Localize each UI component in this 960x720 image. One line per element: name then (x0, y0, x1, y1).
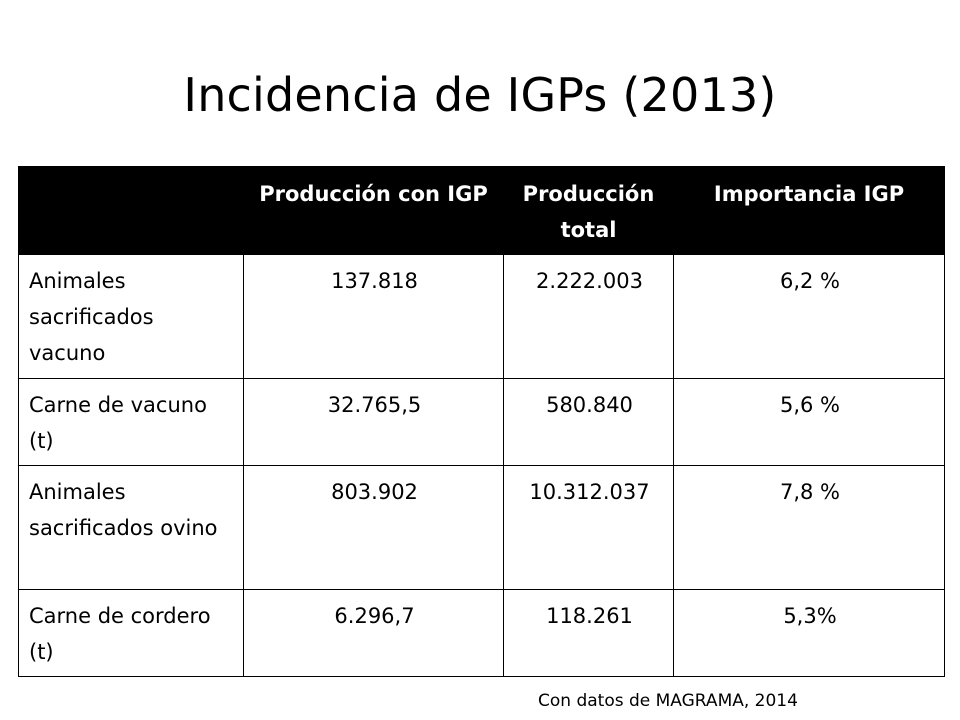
produccion-total-cell: 118.261 (503, 589, 674, 677)
table-row: Carne de vacuno (t) 32.765,5 580.840 5,6… (18, 378, 945, 466)
row-label: Animales sacrificados ovino (18, 465, 244, 590)
header-empty (18, 166, 244, 255)
produccion-total-cell: 10.312.037 (503, 465, 674, 590)
produccion-igp-cell: 6.296,7 (243, 589, 504, 677)
row-label: Animales sacrificados vacuno (18, 254, 244, 379)
table-row: Animales sacrificados ovino 803.902 10.3… (18, 465, 945, 590)
importancia-igp-cell: 5,3% (673, 589, 945, 677)
produccion-total-cell: 580.840 (503, 378, 674, 466)
header-importancia-igp: Importancia IGP (673, 166, 945, 255)
row-label: Carne de vacuno (t) (18, 378, 244, 466)
source-note: Con datos de MAGRAMA, 2014 (538, 691, 798, 711)
slide-title: Incidencia de IGPs (2013) (183, 68, 777, 122)
importancia-igp-cell: 5,6 % (673, 378, 945, 466)
produccion-igp-cell: 803.902 (243, 465, 504, 590)
produccion-total-cell: 2.222.003 (503, 254, 674, 379)
row-label: Carne de cordero (t) (18, 589, 244, 677)
table-row: Carne de cordero (t) 6.296,7 118.261 5,3… (18, 589, 945, 677)
importancia-igp-cell: 7,8 % (673, 465, 945, 590)
importancia-igp-cell: 6,2 % (673, 254, 945, 379)
produccion-igp-cell: 32.765,5 (243, 378, 504, 466)
header-produccion-total: Producción total (503, 166, 674, 255)
table-header-row: Producción con IGP Producción total Impo… (18, 166, 945, 255)
igp-table: Producción con IGP Producción total Impo… (18, 166, 945, 677)
header-produccion-igp: Producción con IGP (243, 166, 504, 255)
table-row: Animales sacrificados vacuno 137.818 2.2… (18, 254, 945, 379)
produccion-igp-cell: 137.818 (243, 254, 504, 379)
